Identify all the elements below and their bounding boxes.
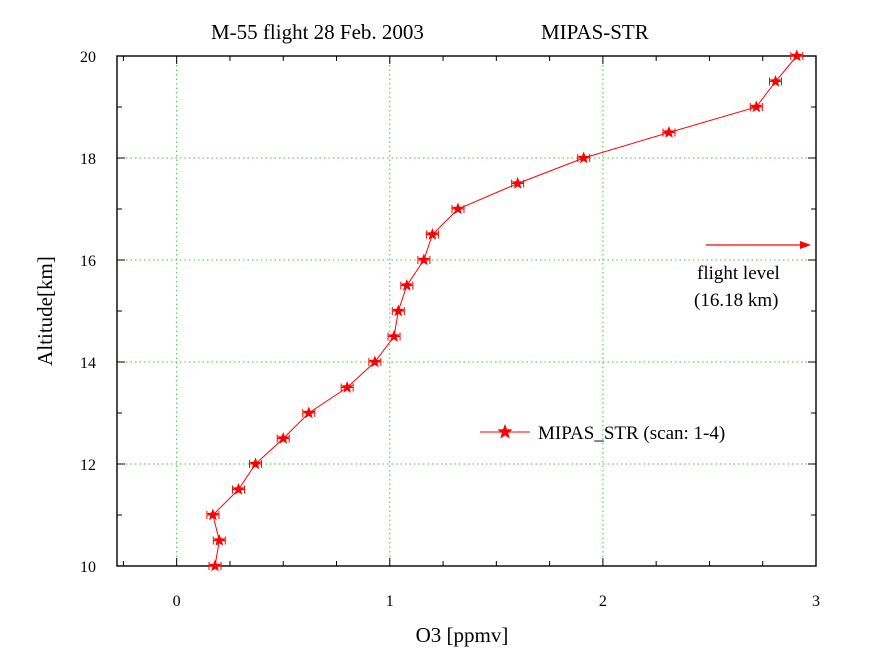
chart-subtitle: MIPAS-STR: [541, 20, 649, 44]
x-axis-label: O3 [ppmv]: [416, 623, 509, 647]
star-marker: [451, 202, 465, 215]
legend: MIPAS_STR (scan: 1-4): [480, 423, 725, 444]
star-marker: [790, 49, 803, 62]
y-tick-label: 12: [80, 457, 96, 474]
data-point: [391, 304, 405, 317]
star-marker: [277, 432, 290, 444]
data-point: [417, 253, 431, 266]
star-marker: [340, 381, 354, 393]
legend-label: MIPAS_STR (scan: 1-4): [538, 423, 725, 444]
x-tick-label: 0: [173, 593, 181, 610]
star-marker: [426, 228, 439, 240]
legend-star-marker: [497, 424, 513, 439]
star-marker: [417, 253, 431, 266]
data-point: [368, 355, 382, 368]
plot-frame: [116, 55, 817, 567]
star-marker: [392, 304, 405, 317]
data-point: [276, 432, 290, 444]
x-tick-label: 2: [599, 593, 607, 610]
y-tick-label: 16: [80, 253, 96, 270]
star-marker: [769, 75, 782, 87]
star-marker: [208, 559, 222, 572]
data-point: [231, 483, 245, 495]
star-marker: [387, 330, 401, 342]
y-axis-label: Altitude[km]: [33, 256, 57, 366]
data-point: [400, 279, 414, 291]
flight-level-value: (16.18 km): [694, 290, 778, 311]
star-marker: [213, 534, 226, 546]
data-point: [212, 534, 226, 546]
y-tick-label: 20: [80, 49, 96, 66]
star-marker: [750, 100, 763, 113]
data-point: [451, 202, 465, 215]
star-marker: [577, 151, 590, 164]
data-point: [749, 100, 763, 113]
data-point: [340, 381, 354, 393]
grid: [117, 55, 817, 567]
y-tick-label: 14: [80, 355, 96, 372]
star-marker: [400, 279, 414, 291]
star-marker: [368, 355, 382, 368]
x-tick-label: 3: [812, 593, 820, 610]
star-marker: [249, 457, 262, 470]
y-tick-label: 18: [80, 151, 96, 168]
plot-border: [116, 55, 817, 567]
data-point: [302, 406, 316, 419]
flight-level-annotation: flight level (16.18 km): [694, 241, 811, 311]
flight-level-label: flight level: [697, 263, 780, 284]
star-marker: [206, 508, 220, 521]
star-marker: [302, 406, 315, 419]
data-point: [577, 151, 591, 164]
series-line: [212, 55, 798, 567]
data-point: [208, 559, 222, 572]
data-point: [206, 508, 220, 521]
data-point: [662, 126, 676, 138]
data-point: [387, 330, 401, 342]
series-layer: [206, 49, 804, 572]
flight-level-arrow-head: [800, 241, 811, 249]
x-tick-label: 1: [386, 593, 394, 610]
star-marker: [662, 126, 676, 138]
data-point: [425, 228, 439, 240]
chart-title: M-55 flight 28 Feb. 2003: [211, 20, 424, 44]
data-point: [511, 177, 525, 189]
star-marker: [511, 177, 524, 189]
y-tick-label: 10: [80, 559, 96, 576]
star-marker: [232, 483, 245, 495]
data-point: [769, 75, 783, 87]
data-point: [249, 457, 263, 470]
data-point: [790, 49, 804, 62]
